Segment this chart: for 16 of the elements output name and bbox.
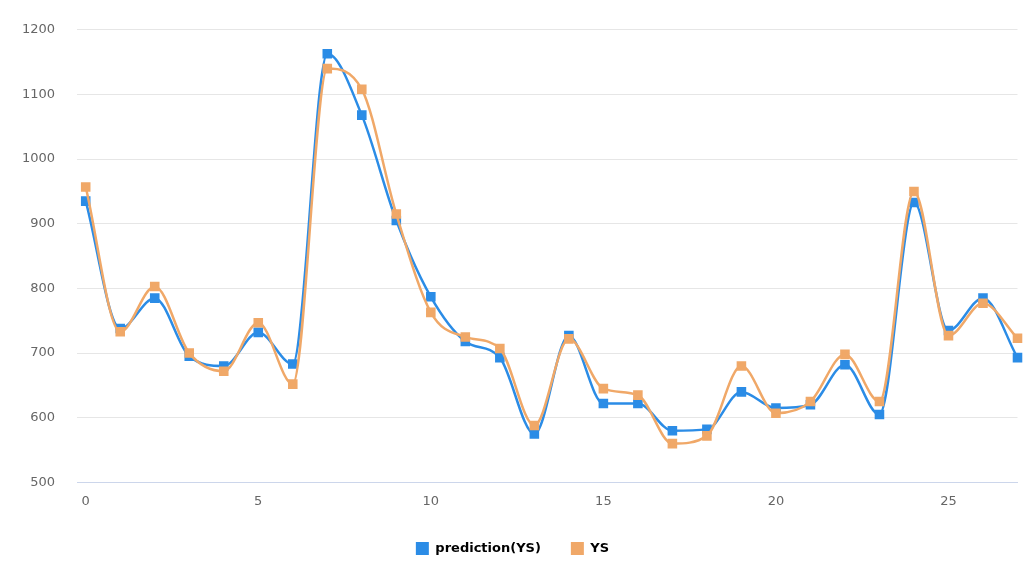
y-tick-label: 800 <box>30 279 56 295</box>
x-tick-label: 0 <box>81 492 90 508</box>
y-tick-label: 600 <box>30 409 56 425</box>
x-tick-label: 10 <box>422 492 440 508</box>
legend-label: prediction(YS) <box>435 539 541 555</box>
x-tick-label: 5 <box>254 492 263 508</box>
y-tick-label: 1100 <box>21 85 56 101</box>
y-tick-label: 1200 <box>21 21 56 37</box>
x-tick-label: 25 <box>940 492 957 508</box>
y-tick-label: 700 <box>30 344 56 360</box>
y-tick-label: 1000 <box>21 150 56 166</box>
legend-label: YS <box>589 539 610 555</box>
y-tick-label: 900 <box>30 215 56 231</box>
x-tick-label: 20 <box>767 492 785 508</box>
y-tick-label: 500 <box>30 473 56 489</box>
x-tick-label: 15 <box>595 492 612 508</box>
